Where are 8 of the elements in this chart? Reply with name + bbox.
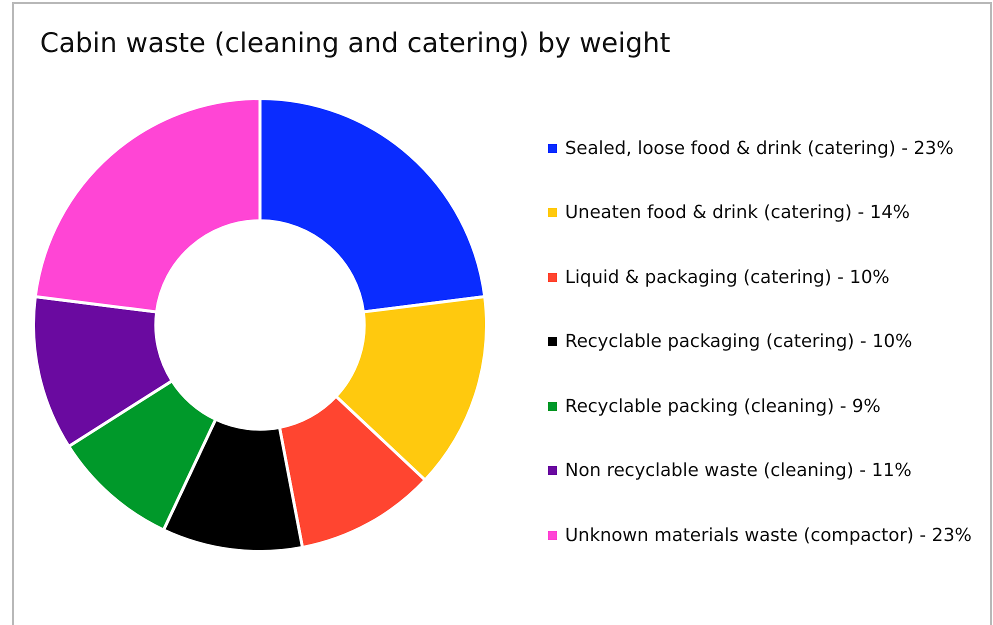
legend-label: Recyclable packaging (catering) - 10% — [565, 331, 912, 352]
chart-title: Cabin waste (cleaning and catering) by weight — [40, 28, 670, 59]
legend-label: Sealed, loose food & drink (catering) - 23% — [565, 138, 954, 159]
legend-label: Non recyclable waste (cleaning) - 11% — [565, 460, 912, 482]
legend-label: Recyclable packing (cleaning) - 9% — [565, 396, 881, 417]
legend-label: Uneaten food & drink (catering) - 14% — [565, 202, 910, 224]
legend-label: Unknown materials waste (compactor) - 23% — [565, 524, 972, 546]
legend-label: Liquid & packaging (catering) - 10% — [565, 266, 890, 288]
